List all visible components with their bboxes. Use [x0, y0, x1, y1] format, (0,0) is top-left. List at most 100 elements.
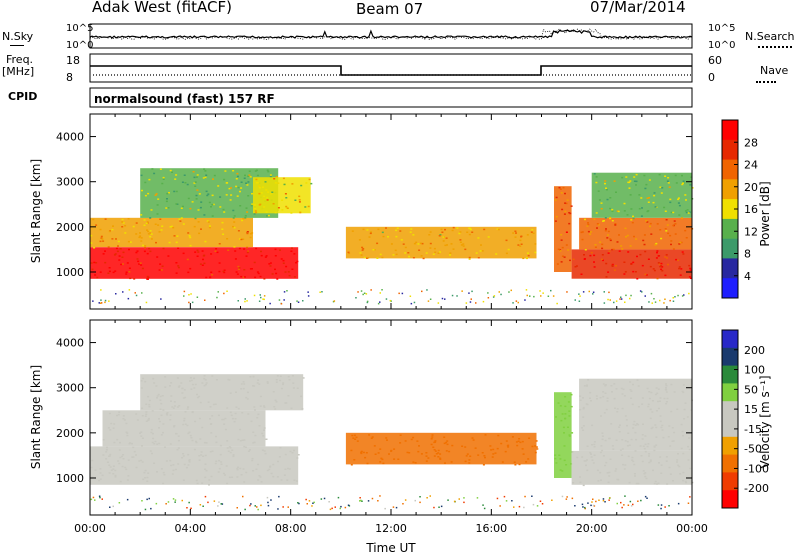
- velocity-echo-pixel: [91, 476, 94, 479]
- velocity-echo-pixel: [632, 460, 635, 463]
- power-echo-pixel: [505, 239, 508, 242]
- power-echo-pixel: [678, 243, 681, 245]
- power-echo-pixel: [481, 250, 484, 252]
- power-colorbar-label: Power [dB]: [758, 181, 772, 246]
- power-echo-pixel: [438, 235, 441, 237]
- velocity-echo-pixel: [189, 434, 192, 437]
- velocity-echo-pixel: [443, 442, 446, 445]
- power-noise-pixel: [390, 300, 392, 302]
- velocity-noise-pixel: [367, 500, 370, 502]
- nsky-label: N.Sky: [2, 30, 34, 43]
- nave-tick-bottom: 0: [708, 71, 715, 84]
- power-echo-pixel: [370, 231, 372, 233]
- power-noise-pixel: [379, 301, 381, 303]
- velocity-echo-pixel: [621, 393, 624, 395]
- velocity-echo-pixel: [681, 390, 684, 393]
- power-echo-pixel: [141, 267, 144, 270]
- velocity-echo-pixel: [301, 408, 304, 410]
- power-echo-pixel: [175, 190, 178, 193]
- power-echo-pixel: [554, 220, 557, 222]
- velocity-echo-region: [102, 410, 266, 447]
- power-echo-pixel: [144, 181, 147, 184]
- velocity-echo-pixel: [634, 475, 636, 477]
- power-echo-pixel: [254, 170, 257, 172]
- velocity-echo-pixel: [599, 471, 602, 474]
- power-echo-pixel: [363, 256, 366, 259]
- velocity-echo-pixel: [151, 452, 153, 455]
- power-echo-pixel: [141, 189, 143, 192]
- power-echo-pixel: [147, 276, 150, 279]
- velocity-noise-pixel: [629, 500, 632, 503]
- power-echo-pixel: [135, 222, 138, 224]
- velocity-noise-pixel: [536, 505, 539, 507]
- velocity-echo-pixel: [177, 463, 180, 465]
- power-echo-pixel: [666, 257, 668, 259]
- velocity-echo-pixel: [153, 382, 156, 384]
- velocity-echo-pixel: [170, 464, 173, 467]
- power-echo-pixel: [679, 241, 682, 244]
- power-echo-pixel: [458, 232, 461, 235]
- velocity-echo-pixel: [200, 451, 203, 453]
- power-echo-pixel: [678, 267, 681, 270]
- power-echo-pixel: [237, 265, 240, 268]
- power-noise-pixel: [552, 295, 555, 297]
- velocity-echo-pixel: [259, 395, 262, 398]
- power-echo-pixel: [667, 182, 670, 184]
- velocity-echo-pixel: [599, 451, 602, 454]
- velocity-echo-pixel: [124, 466, 127, 469]
- power-echo-pixel: [147, 230, 150, 233]
- velocity-noise-pixel: [267, 504, 270, 507]
- velocity-noise-pixel: [250, 503, 252, 505]
- power-echo-pixel: [243, 269, 246, 271]
- velocity-echo-pixel: [178, 405, 181, 407]
- velocity-echo-pixel: [98, 479, 101, 482]
- velocity-noise-pixel: [595, 500, 597, 503]
- power-noise-pixel: [471, 290, 473, 293]
- power-echo-pixel: [372, 249, 375, 251]
- velocity-echo-pixel: [648, 461, 651, 464]
- power-echo-pixel: [379, 253, 382, 256]
- velocity-noise-pixel: [496, 497, 499, 500]
- velocity-echo-pixel: [263, 429, 265, 431]
- velocity-echo-pixel: [119, 456, 122, 459]
- xtick-label: 04:00: [174, 522, 206, 535]
- power-echo-pixel: [626, 214, 629, 216]
- power-echo-pixel: [673, 220, 676, 222]
- velocity-echo-pixel: [209, 423, 212, 425]
- velocity-noise-pixel: [242, 495, 244, 498]
- power-noise-pixel: [427, 300, 430, 302]
- velocity-noise-pixel: [254, 505, 256, 507]
- velocity-noise-pixel: [188, 501, 190, 504]
- power-echo-pixel: [429, 247, 432, 249]
- power-noise-pixel: [588, 290, 590, 293]
- power-noise-pixel: [654, 301, 657, 303]
- velocity-noise-pixel: [593, 505, 596, 507]
- power-echo-pixel: [204, 176, 207, 179]
- power-echo-pixel: [624, 227, 627, 230]
- power-echo-pixel: [146, 221, 149, 223]
- power-echo-pixel: [165, 200, 168, 203]
- power-echo-pixel: [618, 250, 621, 252]
- velocity-echo-pixel: [450, 461, 453, 463]
- velocity-echo-pixel: [158, 427, 160, 429]
- power-echo-pixel: [277, 207, 280, 209]
- power-echo-pixel: [688, 276, 691, 278]
- velocity-echo-pixel: [152, 377, 155, 380]
- velocity-echo-pixel: [620, 387, 623, 390]
- power-echo-pixel: [562, 186, 565, 189]
- power-colorbar-swatch: [722, 120, 738, 141]
- velocity-echo-pixel: [371, 436, 374, 438]
- velocity-echo-pixel: [237, 466, 239, 469]
- power-echo-pixel: [235, 178, 238, 180]
- velocity-echo-pixel: [204, 379, 207, 381]
- velocity-echo-pixel: [625, 419, 628, 421]
- power-colorbar-swatch: [722, 218, 738, 240]
- velocity-echo-pixel: [292, 382, 295, 384]
- power-echo-pixel: [259, 203, 262, 206]
- velocity-echo-pixel: [287, 395, 290, 397]
- velocity-echo-pixel: [627, 432, 630, 434]
- power-echo-pixel: [154, 194, 157, 196]
- power-echo-pixel: [629, 194, 632, 196]
- power-echo-pixel: [452, 226, 455, 229]
- velocity-noise-pixel: [329, 508, 332, 511]
